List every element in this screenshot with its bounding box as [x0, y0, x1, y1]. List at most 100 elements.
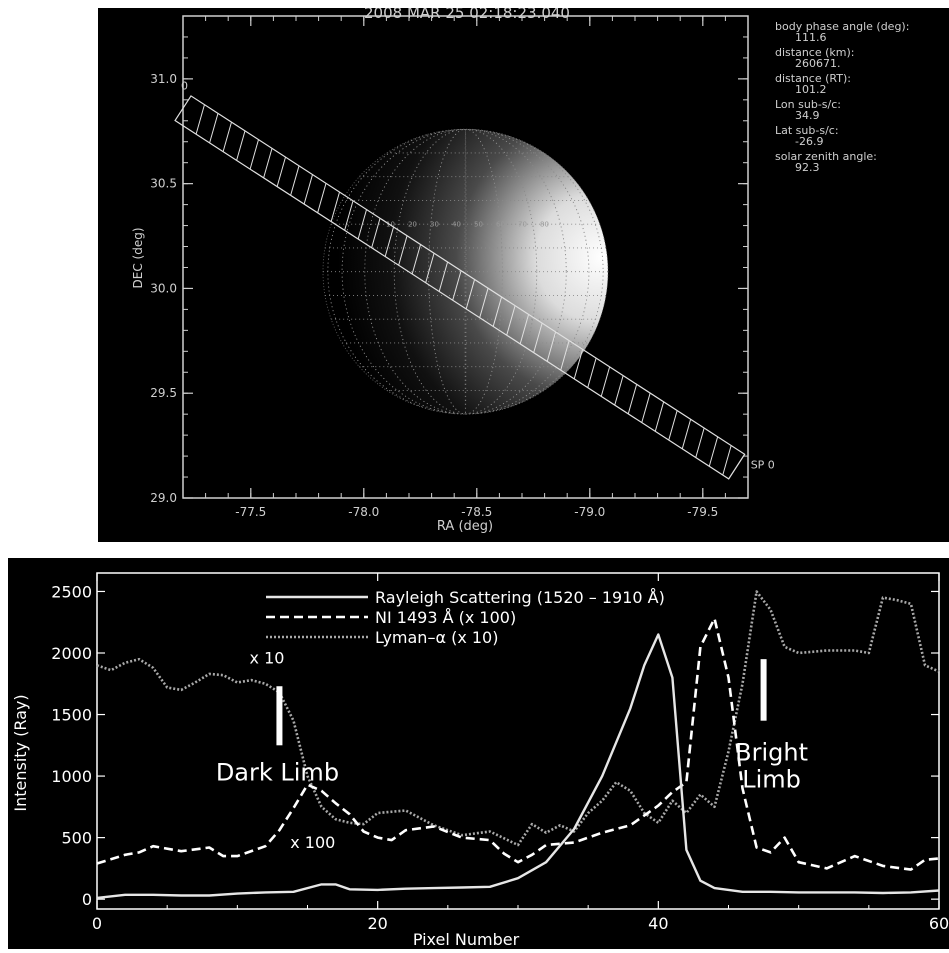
x-tick-label: -77.5: [235, 505, 266, 519]
y-tick-label: 30.5: [150, 177, 177, 191]
info-value: 34.9: [795, 109, 820, 122]
y-axis-label: Intensity (Ray): [11, 694, 30, 811]
info-label: Lat sub-s/c:: [775, 124, 839, 137]
graticule-label: 40: [452, 221, 461, 229]
x-tick-label: -78.5: [461, 505, 492, 519]
slit-hatch: [263, 148, 273, 178]
scale-annotation: x 100: [290, 833, 335, 852]
slit-hatch: [438, 261, 449, 292]
info-label: Lon sub-s/c:: [775, 98, 841, 111]
bright-limb-label: Bright: [735, 739, 808, 767]
graticule-label: 70: [518, 221, 527, 229]
axes: 0 500 1000 1500 2000 2500 0 20 40 60: [51, 572, 949, 933]
info-value: 101.2: [795, 83, 827, 96]
slit-hatch: [641, 392, 651, 423]
slit-hatch: [708, 436, 719, 467]
dark-limb-label: Dark Limb: [216, 758, 339, 786]
slit-hatch: [573, 349, 584, 380]
y-tick-label: 31.0: [150, 72, 177, 86]
y-tick-label: 1000: [51, 767, 92, 786]
planet-graticule: [322, 129, 609, 415]
info-value: -26.9: [795, 135, 823, 148]
y-tick-label: 0: [82, 890, 92, 909]
info-label: body phase angle (deg):: [775, 20, 909, 33]
plot-frame: [182, 15, 749, 499]
limb-marker: [276, 686, 283, 746]
x-tick-label: -79.0: [574, 505, 605, 519]
slit-hatch: [614, 375, 624, 406]
meridian-line: [327, 129, 604, 415]
scale-annotation: x 10: [250, 648, 285, 667]
y-tick-label: 2500: [51, 582, 92, 601]
slit-hatch: [587, 357, 597, 388]
info-label: distance (RT):: [775, 72, 851, 85]
slit-hatch: [425, 253, 435, 283]
info-panel: body phase angle (deg):111.6 distance (km…: [775, 20, 909, 174]
slit-hatch: [465, 279, 476, 310]
x-tick-label: 20: [367, 914, 387, 933]
slit-hatch: [195, 104, 205, 135]
slit-outline: [174, 95, 746, 480]
slit-hatch: [236, 130, 246, 161]
legend: Rayleigh Scattering (1520 – 1910 Å)NI 14…: [266, 588, 665, 647]
x-axis-label: RA (deg): [437, 519, 493, 534]
y-axis-label: DEC (deg): [131, 228, 145, 289]
planet-globe: 10 20 30 40 50 60 70 80: [322, 128, 609, 415]
meridian-line: [464, 129, 467, 415]
x-tick-label: 40: [648, 914, 668, 933]
info-value: 111.6: [795, 31, 827, 44]
slit-hatch: [560, 340, 570, 371]
slit-hatch: [600, 366, 611, 397]
slit-hatch: [654, 401, 665, 432]
intensity-profile-svg: 0 500 1000 1500 2000 2500 0 20 40 60 x 10 x 100 Ra…: [11, 572, 949, 949]
slit-start-label: 0: [181, 80, 188, 93]
x-tick-label: 0: [92, 914, 102, 933]
slit-hatch: [222, 121, 232, 152]
legend-label: Lyman–α (x 10): [375, 628, 498, 647]
meridian-line: [428, 129, 503, 415]
info-label: solar zenith angle:: [775, 150, 877, 163]
series-dotted-line: [96, 590, 940, 847]
slit-hatch: [317, 183, 327, 213]
slit-hatch: [411, 244, 422, 275]
bright-limb-label: Limb: [742, 766, 801, 794]
intensity-profile-plot: 0 500 1000 1500 2000 2500 0 20 40 60 x 10 x 100 Ra…: [8, 558, 949, 949]
limb-marker: [760, 659, 767, 721]
slit-hatch: [371, 218, 381, 248]
slit-hatch: [209, 113, 219, 144]
legend-label: Rayleigh Scattering (1520 – 1910 Å): [375, 588, 665, 607]
x-tick-label: 60: [929, 914, 949, 933]
slit-end-label: SP 0: [751, 459, 775, 472]
meridian-line: [393, 129, 538, 415]
x-axis-label: Pixel Number: [413, 930, 520, 949]
series-dashed-line: [96, 617, 940, 871]
slit-footprint: 0 SP 0: [174, 80, 775, 480]
axes: -77.5 -78.0 -78.5 -79.0 -79.5 29.0 29.5 30.0 30.…: [150, 16, 749, 519]
graticule-label: 30: [430, 221, 439, 229]
slit-hatch: [249, 139, 259, 170]
slit-hatch: [492, 296, 503, 327]
y-tick-label: 500: [61, 829, 92, 848]
slit-hatch: [722, 445, 732, 476]
slit-hatch: [452, 270, 462, 301]
plot-title: 2008 MAR 25 02:18:23.040: [364, 8, 570, 22]
info-label: distance (km):: [775, 46, 854, 59]
graticule-label: 50: [474, 221, 483, 229]
sky-geometry-plot: 2008 MAR 25 02:18:23.040 10 20 30 40 50 60 70 8…: [98, 4, 949, 542]
slit-hatch: [479, 288, 489, 318]
info-value: 260671.: [795, 57, 841, 70]
y-tick-label: 1500: [51, 706, 92, 725]
graticule-label: 20: [408, 221, 417, 229]
series-lines: x 10 x 100: [96, 590, 940, 900]
slit-hatch: [695, 427, 705, 458]
y-tick-label: 29.0: [150, 491, 177, 505]
slit-hatch: [357, 209, 368, 240]
planet-limb: [322, 128, 609, 415]
slit-hatch: [681, 419, 692, 449]
legend-label: NI 1493 Å (x 100): [375, 608, 516, 627]
sky-geometry-svg: 2008 MAR 25 02:18:23.040 10 20 30 40 50 60 70 8…: [131, 4, 909, 534]
slit-hatch: [519, 314, 530, 345]
meridian-line: [341, 129, 590, 415]
slit-hatch: [290, 165, 300, 196]
